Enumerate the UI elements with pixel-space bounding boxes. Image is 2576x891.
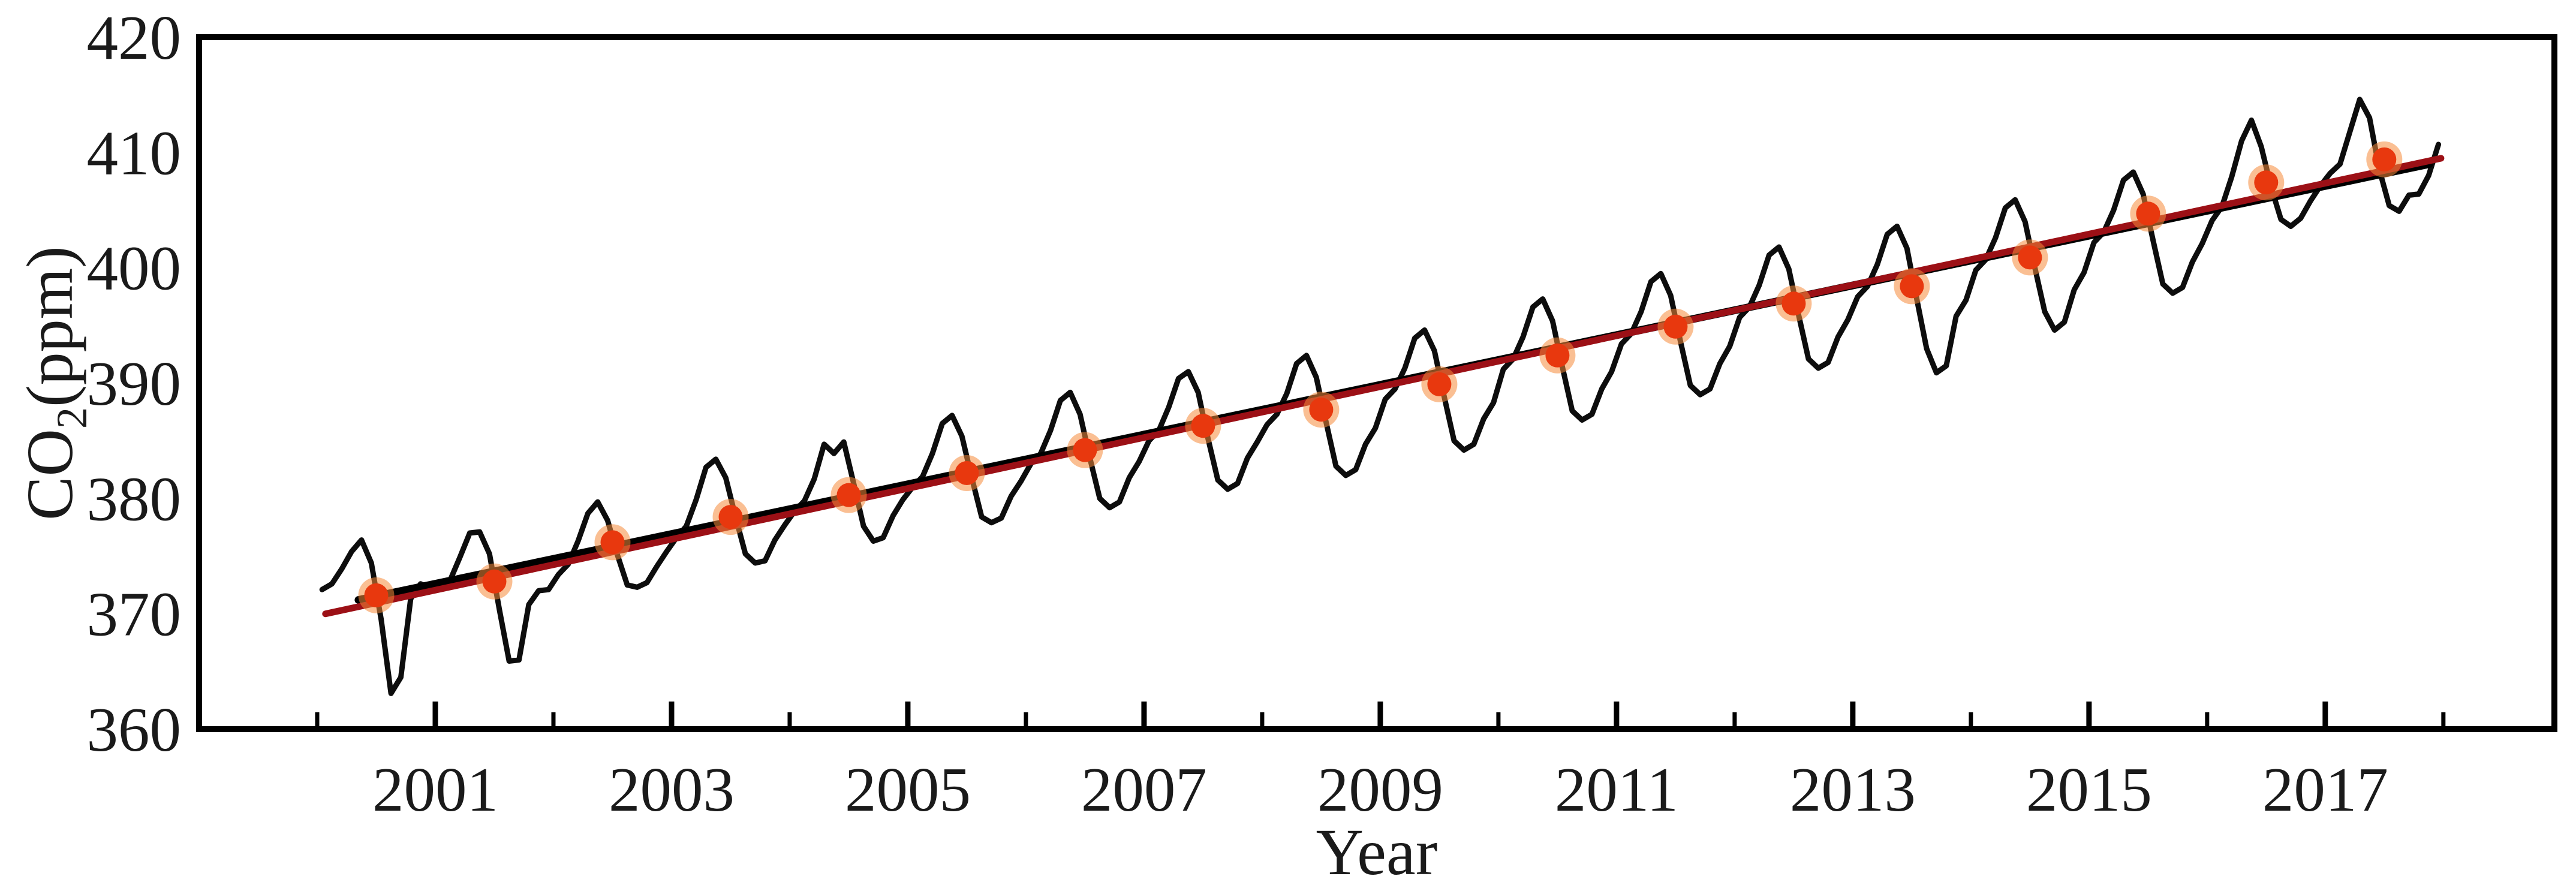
y-tick-label: 400 [87,233,182,303]
axis-tick-labels: 2001 2003 2005 2007 2009 2011 2013 2015 2017 360 3… [87,2,2388,824]
axis-ticks [315,702,2446,727]
y-tick-label: 420 [87,2,182,73]
annual-mean-dot [482,569,507,594]
x-tick-label: 2015 [2026,754,2152,824]
y-axis-title: CO2(ppm) [13,246,96,520]
x-tick-label: 2007 [1081,754,1207,824]
data-series [319,97,2445,696]
x-axis-title: Year [1316,815,1438,889]
annual-mean-dot [1309,398,1334,422]
x-tick-label: 2005 [845,754,971,824]
annual-mean-dot [364,583,389,607]
x-tick-label: 2017 [2262,754,2388,824]
annual-mean-dot [1427,372,1452,396]
x-tick-label: 2001 [372,754,498,824]
y-tick-label: 370 [87,579,182,649]
x-tick-label: 2003 [609,754,735,824]
annual-mean-dot [2136,201,2160,226]
annual-mean-dot [1663,314,1688,339]
series-monthly_co2_ppm [319,97,2442,696]
y-tick-label: 380 [87,463,182,534]
x-tick-label: 2009 [1317,754,1443,824]
annual-mean-dot [1781,291,1806,316]
annual-mean-dot [718,505,743,529]
y-tick-label: 410 [87,118,182,188]
annual-mean-dot [1073,438,1097,462]
y-tick-label: 360 [87,694,182,764]
annual-mean-dot [955,461,979,485]
annual-mean-dot [1900,274,1924,299]
x-tick-label: 2013 [1790,754,1916,824]
annual-mean-dot [1191,414,1215,438]
x-tick-label: 2011 [1555,754,1678,824]
plot-border [196,34,2557,732]
annual-mean-dot [2018,245,2042,270]
annual-mean-dot [2372,147,2397,171]
annual-mean-dot [1545,343,1570,368]
annual-mean-dot [2254,170,2279,195]
series-linear_fit_red [322,155,2445,618]
annual-mean-dot [836,483,861,507]
plot-frame [196,34,2557,732]
y-tick-label: 390 [87,348,182,419]
annual-mean-dot [600,530,625,555]
